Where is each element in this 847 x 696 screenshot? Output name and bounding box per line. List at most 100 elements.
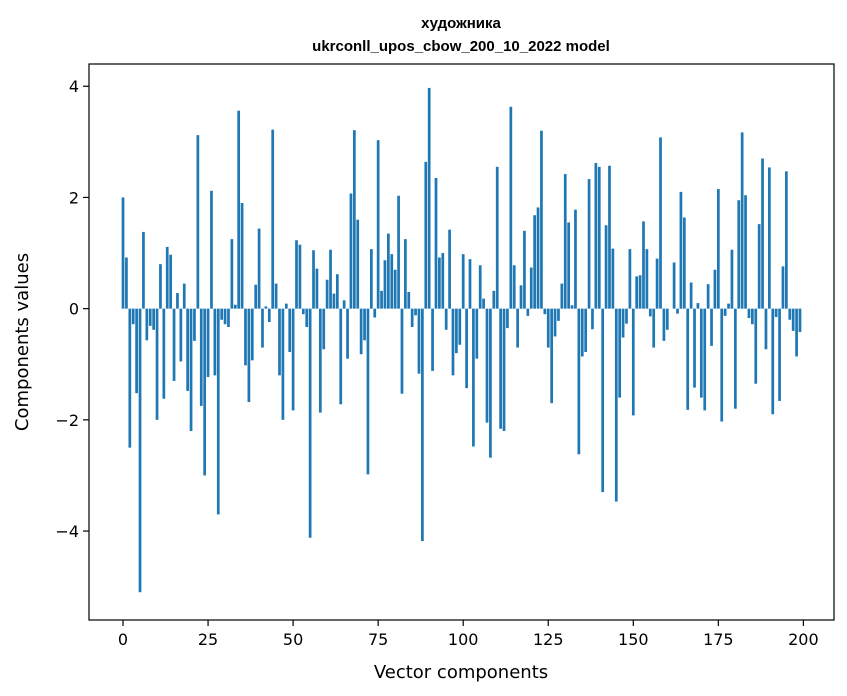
bar <box>298 244 302 309</box>
bar <box>376 140 380 309</box>
bar <box>631 308 635 416</box>
bar <box>458 308 462 345</box>
bar <box>431 308 434 371</box>
bar <box>478 265 482 309</box>
bar <box>359 308 363 355</box>
bar <box>778 308 781 401</box>
bar <box>189 308 193 431</box>
bar <box>176 293 179 309</box>
bar <box>751 308 754 325</box>
bar <box>791 308 795 331</box>
bar <box>482 298 485 309</box>
bar <box>461 254 465 309</box>
bar <box>621 308 625 338</box>
bar <box>584 308 588 353</box>
bar <box>618 308 622 398</box>
bar <box>553 308 557 337</box>
bar <box>186 308 190 391</box>
bar <box>795 308 798 357</box>
bar <box>206 308 210 378</box>
bar <box>744 195 747 309</box>
bar <box>267 308 271 322</box>
bar <box>438 257 441 309</box>
bar <box>723 308 727 316</box>
bar <box>387 233 390 309</box>
bar <box>642 221 645 309</box>
bar <box>638 275 642 309</box>
bar <box>434 177 438 309</box>
bar <box>455 308 458 354</box>
bar <box>693 308 696 388</box>
bar <box>635 276 639 309</box>
chart-title-line1: художника <box>421 15 501 32</box>
bar <box>720 308 724 422</box>
bar <box>611 248 615 309</box>
bar <box>499 308 502 429</box>
bar <box>233 304 237 309</box>
bar <box>768 167 771 309</box>
bar <box>223 308 227 325</box>
bar <box>308 308 312 538</box>
bar <box>250 308 254 361</box>
bar <box>628 249 632 309</box>
bar <box>237 110 241 309</box>
bar <box>574 209 577 309</box>
bar <box>730 249 734 309</box>
bar <box>448 229 451 309</box>
bar <box>451 308 455 376</box>
bar <box>335 274 339 309</box>
x-tick-label: 100 <box>448 630 479 649</box>
bar <box>138 308 142 593</box>
bar <box>369 249 373 309</box>
bar <box>322 308 326 350</box>
bar <box>346 308 349 359</box>
bar <box>152 308 155 330</box>
bar <box>210 190 213 309</box>
bar <box>665 308 669 330</box>
y-tick-label: −2 <box>55 411 79 430</box>
bar <box>291 308 295 411</box>
bar <box>301 308 305 315</box>
bar <box>601 308 605 493</box>
bar <box>475 308 479 359</box>
bar <box>567 222 571 309</box>
bar <box>608 165 611 309</box>
bar <box>679 191 683 309</box>
bar <box>199 308 203 406</box>
x-tick-label: 25 <box>198 630 218 649</box>
bar <box>516 308 519 348</box>
bar <box>536 207 540 309</box>
bar <box>523 230 526 309</box>
bar <box>155 308 159 420</box>
bar <box>594 162 598 309</box>
bar <box>533 215 536 309</box>
bar <box>686 308 690 410</box>
bar <box>703 308 707 411</box>
bar <box>625 308 628 324</box>
bar <box>570 305 574 309</box>
bar <box>145 308 149 341</box>
x-tick-label: 200 <box>788 630 819 649</box>
bar <box>716 189 720 309</box>
bar <box>182 283 186 309</box>
x-tick-label: 175 <box>703 630 734 649</box>
bar <box>526 308 530 316</box>
bar <box>604 225 608 309</box>
bar <box>295 240 298 309</box>
bar <box>332 293 336 309</box>
bar <box>305 308 309 327</box>
bar <box>288 308 292 353</box>
bar <box>468 259 472 309</box>
bar <box>230 239 234 309</box>
bar <box>278 308 281 376</box>
bar <box>216 308 220 515</box>
bar <box>512 265 516 309</box>
bar <box>220 308 224 320</box>
bars-group <box>121 87 802 593</box>
bar <box>645 249 649 309</box>
y-tick-label: 0 <box>69 300 79 319</box>
x-axis-label: Vector components <box>374 662 548 683</box>
bar <box>696 303 700 309</box>
bar <box>196 135 200 309</box>
bar <box>672 262 676 309</box>
